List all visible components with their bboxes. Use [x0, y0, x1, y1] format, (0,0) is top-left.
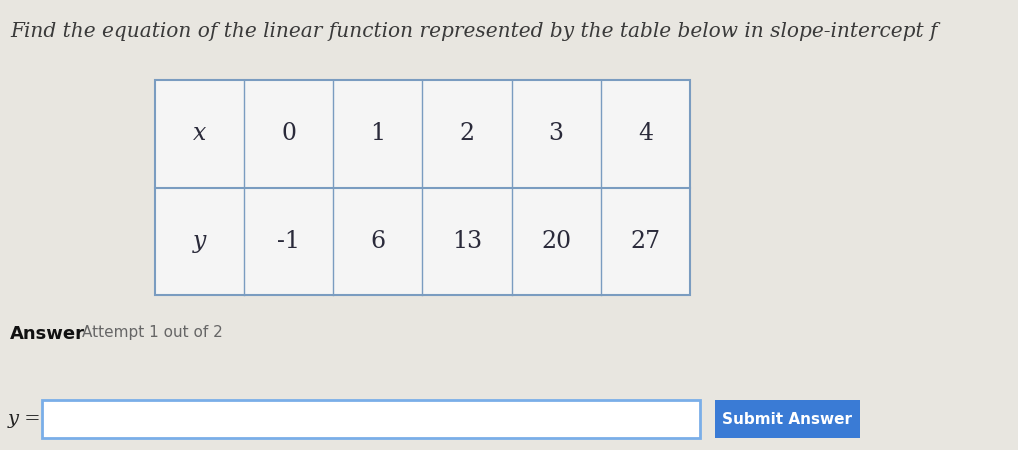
Text: Attempt 1 out of 2: Attempt 1 out of 2	[82, 325, 223, 340]
Text: y =: y =	[8, 410, 42, 428]
Text: y: y	[192, 230, 207, 253]
Text: -1: -1	[277, 230, 300, 253]
Text: 6: 6	[371, 230, 386, 253]
Text: 1: 1	[371, 122, 386, 145]
Text: x: x	[192, 122, 207, 145]
Text: 20: 20	[542, 230, 571, 253]
Text: 13: 13	[452, 230, 483, 253]
Text: Find the equation of the linear function represented by the table below in slope: Find the equation of the linear function…	[10, 22, 938, 41]
Text: Submit Answer: Submit Answer	[723, 411, 852, 427]
Text: 0: 0	[281, 122, 296, 145]
Text: 3: 3	[549, 122, 564, 145]
Bar	[715, 400, 860, 438]
Bar	[155, 80, 690, 295]
Bar	[42, 400, 700, 438]
Text: 4: 4	[638, 122, 653, 145]
Text: 2: 2	[459, 122, 474, 145]
Text: Answer: Answer	[10, 325, 84, 343]
Text: 27: 27	[630, 230, 661, 253]
